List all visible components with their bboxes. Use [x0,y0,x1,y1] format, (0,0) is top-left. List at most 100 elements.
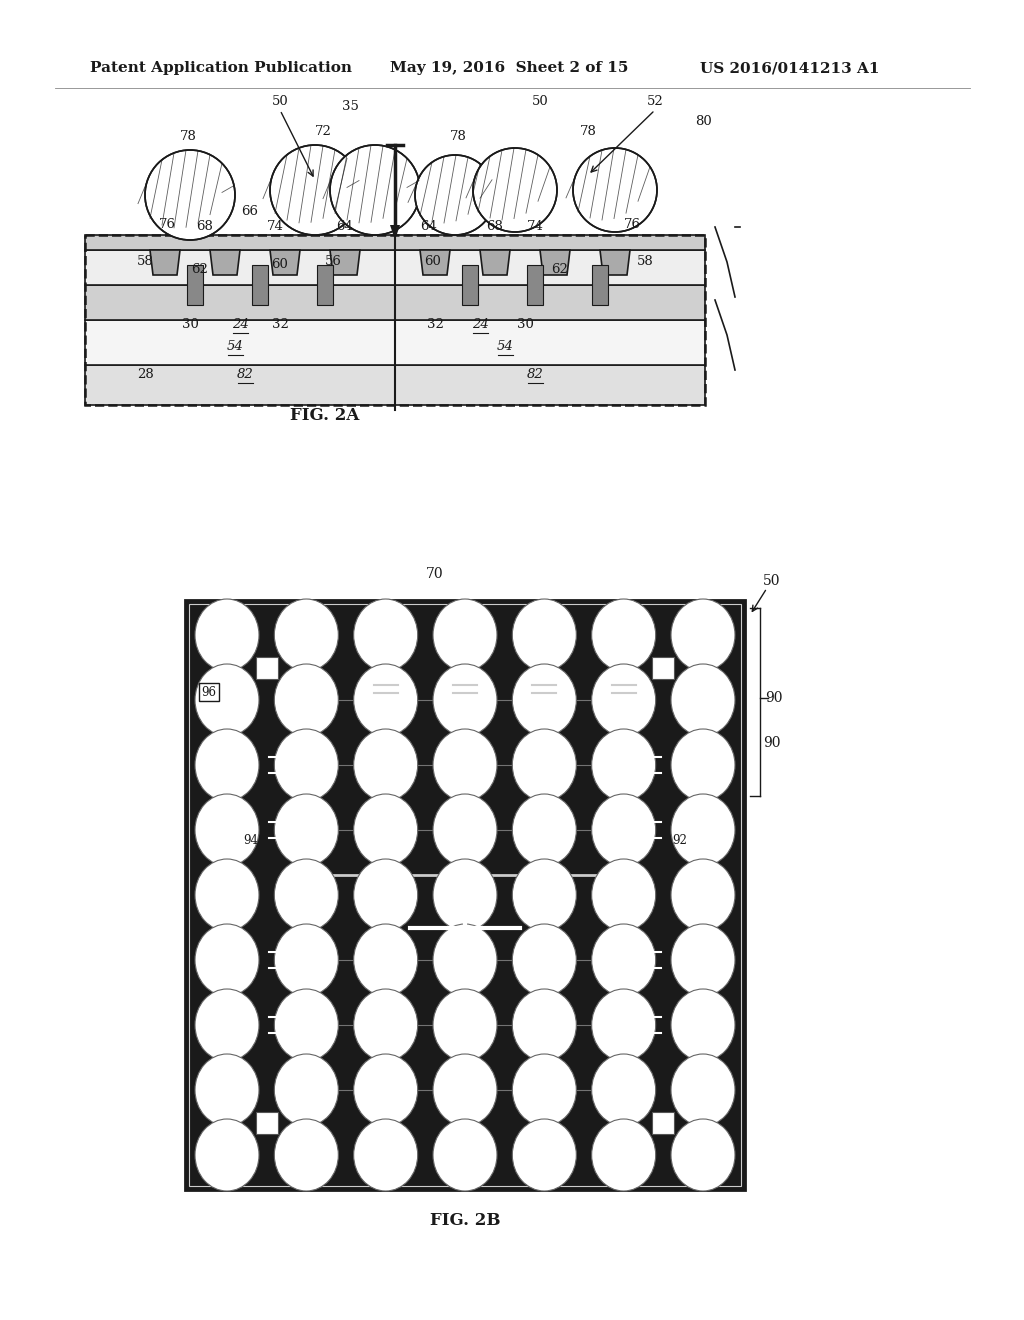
Polygon shape [480,249,510,275]
Ellipse shape [592,664,655,737]
Ellipse shape [592,795,655,866]
Circle shape [415,154,495,235]
Text: 32: 32 [427,318,443,331]
Polygon shape [85,285,705,319]
Circle shape [330,145,420,235]
Text: 90: 90 [765,690,782,705]
Ellipse shape [353,599,418,671]
Text: FIG. 2A: FIG. 2A [291,407,359,424]
Text: 92: 92 [672,833,687,846]
Text: 90: 90 [763,737,780,750]
Text: 60: 60 [425,255,441,268]
Ellipse shape [592,1053,655,1126]
Polygon shape [85,366,705,405]
Text: 66: 66 [242,205,258,218]
Text: 24: 24 [472,318,488,331]
Text: 80: 80 [694,115,712,128]
Polygon shape [600,249,630,275]
Ellipse shape [671,599,735,671]
Text: 64: 64 [337,220,353,234]
Text: 24: 24 [231,318,249,331]
Circle shape [473,148,557,232]
Text: 58: 58 [136,255,154,268]
Ellipse shape [512,989,577,1061]
Text: 62: 62 [191,263,209,276]
Polygon shape [187,265,203,305]
Text: 30: 30 [516,318,534,331]
Bar [185,601,745,1191]
Ellipse shape [274,664,338,737]
Ellipse shape [353,795,418,866]
Ellipse shape [353,729,418,801]
Ellipse shape [433,1053,497,1126]
Text: 56: 56 [325,255,341,268]
Text: 30: 30 [181,318,199,331]
Ellipse shape [195,1119,259,1191]
Text: 58: 58 [637,255,653,268]
Ellipse shape [512,664,577,737]
Polygon shape [462,265,478,305]
Text: 94: 94 [244,833,258,846]
Polygon shape [592,265,608,305]
Polygon shape [270,249,300,275]
Ellipse shape [671,989,735,1061]
Polygon shape [390,224,400,240]
Circle shape [270,145,360,235]
Bar [256,656,278,678]
Ellipse shape [671,924,735,997]
Ellipse shape [274,1119,338,1191]
Text: FIG. 2B: FIG. 2B [430,1212,501,1229]
Ellipse shape [433,795,497,866]
Ellipse shape [592,859,655,931]
Text: 35: 35 [342,100,358,114]
Ellipse shape [195,989,259,1061]
Ellipse shape [592,989,655,1061]
Ellipse shape [512,729,577,801]
Polygon shape [85,319,705,366]
Ellipse shape [512,599,577,671]
Polygon shape [330,249,360,275]
Text: 74: 74 [266,220,284,234]
Ellipse shape [671,1053,735,1126]
Ellipse shape [274,795,338,866]
Ellipse shape [274,989,338,1061]
Bar [652,1111,675,1134]
Text: 94: 94 [339,685,353,698]
Text: 82: 82 [237,368,253,381]
Text: Patent Application Publication: Patent Application Publication [90,61,352,75]
Ellipse shape [592,924,655,997]
Text: 82: 82 [526,368,544,381]
Polygon shape [420,249,450,275]
Text: 76: 76 [624,218,640,231]
Ellipse shape [671,729,735,801]
Polygon shape [540,249,570,275]
Text: May 19, 2016  Sheet 2 of 15: May 19, 2016 Sheet 2 of 15 [390,61,629,75]
Ellipse shape [195,729,259,801]
Ellipse shape [433,599,497,671]
Text: 74: 74 [526,220,544,234]
Text: 50: 50 [271,95,289,108]
Ellipse shape [353,989,418,1061]
Ellipse shape [433,924,497,997]
Ellipse shape [195,664,259,737]
Polygon shape [85,249,705,285]
Ellipse shape [353,859,418,931]
Text: 54: 54 [497,341,513,352]
Circle shape [145,150,234,240]
Text: US 2016/0141213 A1: US 2016/0141213 A1 [700,61,880,75]
Text: 28: 28 [136,368,154,381]
Polygon shape [85,235,705,249]
Polygon shape [210,249,240,275]
Text: 62: 62 [552,263,568,276]
Ellipse shape [671,795,735,866]
Ellipse shape [512,1053,577,1126]
Text: 60: 60 [271,257,289,271]
Ellipse shape [671,664,735,737]
Ellipse shape [433,859,497,931]
Polygon shape [252,265,268,305]
Ellipse shape [274,1053,338,1126]
Text: 54: 54 [226,341,244,352]
Text: 52: 52 [646,95,664,108]
Text: 76: 76 [159,218,175,231]
Ellipse shape [195,924,259,997]
